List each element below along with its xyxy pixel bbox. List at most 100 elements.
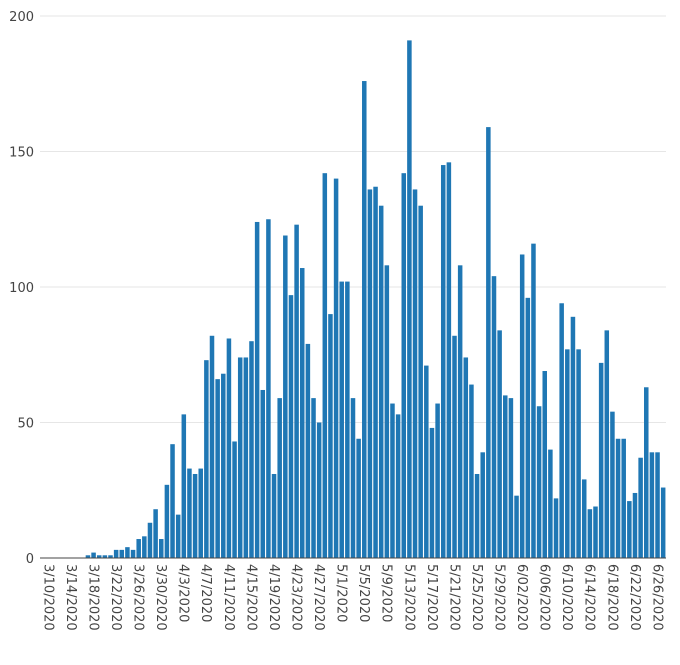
bar [113,549,119,558]
x-tick-label: 6/06/2020 [537,564,552,631]
x-tick-label: 5/17/2020 [424,564,439,631]
bar [119,549,125,558]
bar [401,173,407,558]
x-axis-ticks: 3/10/2020 3/14/2020 3/18/2020 3/22/2020 3/26… [40,564,664,631]
bar [424,365,429,558]
bar [266,219,271,558]
bar [570,316,576,558]
bar [294,224,299,559]
bar [531,243,536,558]
bar [311,398,316,558]
bar [632,492,638,558]
bar [548,449,553,558]
bar [463,357,469,558]
bar [627,501,632,558]
x-tick-label: 6/18/2020 [604,564,619,631]
bar [249,341,254,558]
bar [457,265,463,558]
bar [108,555,113,558]
bar [271,473,277,558]
bar [508,398,514,558]
x-tick-label: 5/29/2020 [491,564,506,631]
bar [565,349,570,558]
bar [480,452,485,558]
bar [243,357,249,558]
bar [175,514,181,558]
y-tick-label: 50 [17,417,34,432]
bar [407,40,412,558]
bar [288,295,294,558]
bar [378,205,384,558]
bar [192,473,198,558]
bar [581,479,587,558]
bar [610,411,615,558]
bar [412,189,418,558]
bar [604,330,610,558]
bar [96,555,102,558]
bar [153,509,158,558]
x-tick-label: 4/11/2020 [221,564,236,631]
bar [452,335,457,558]
bar [316,422,322,558]
bar [418,205,423,558]
bar [305,343,311,558]
bar [209,335,215,558]
bar [187,468,192,558]
bar [446,162,452,558]
bar [204,360,209,558]
bar [587,509,593,558]
bar [435,403,440,558]
x-tick-label: 3/14/2020 [63,564,78,631]
bar [649,452,655,558]
bar [283,235,288,558]
x-tick-label: 4/7/2020 [198,564,213,622]
x-tick-label: 6/22/2020 [627,564,642,631]
bar [350,398,356,558]
bar [395,414,401,558]
x-tick-label: 4/15/2020 [243,564,258,631]
x-tick-label: 5/21/2020 [446,564,461,631]
bar [142,536,147,558]
bar-series [85,40,666,559]
bar [576,349,581,558]
bar [553,498,559,558]
bar [254,221,260,558]
bar [593,506,598,558]
x-tick-label: 5/13/2020 [401,564,416,631]
y-tick-label: 150 [9,146,34,161]
bar [215,379,220,558]
bar [181,414,187,558]
bar [367,189,373,558]
x-tick-label: 6/14/2020 [582,564,597,631]
bar [260,389,266,558]
bar [559,303,564,558]
bar [519,254,525,559]
bar [333,178,339,558]
x-tick-label: 6/10/2020 [559,564,574,631]
x-tick-label: 3/30/2020 [153,564,168,631]
bar [486,127,491,559]
bar [469,384,474,558]
x-tick-label: 4/19/2020 [266,564,281,631]
y-tick-label: 0 [26,552,34,567]
x-tick-label: 3/18/2020 [85,564,100,631]
bar [170,444,175,558]
bar [660,487,666,558]
bar [514,495,519,558]
bar [345,281,350,558]
bar [125,547,130,558]
bar [615,438,621,558]
y-axis-ticks: 0 50 100 150 200 [9,10,34,567]
bar [525,297,531,558]
x-tick-label: 3/26/2020 [131,564,146,631]
x-tick-label: 4/27/2020 [311,564,326,631]
bar [159,539,164,558]
y-tick-label: 100 [9,281,34,296]
bar [655,452,660,558]
x-tick-label: 6/02/2020 [514,564,529,631]
bar [536,406,542,558]
bar [147,522,153,558]
x-tick-label: 4/23/2020 [288,564,303,631]
